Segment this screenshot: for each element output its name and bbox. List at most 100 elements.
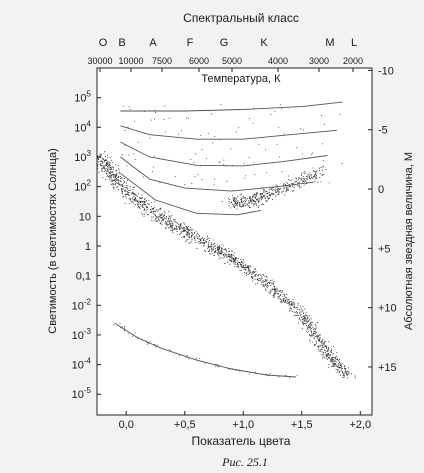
star-point <box>287 299 289 301</box>
star-point <box>104 151 106 153</box>
magnitude-ticks: -10 -5 0 +5 +10 +15 <box>368 65 397 374</box>
star-point <box>139 203 141 205</box>
star-point <box>253 268 255 270</box>
luminosity-tick-exponent: -5 <box>84 386 92 395</box>
star-point <box>317 337 319 339</box>
star-point <box>282 184 284 186</box>
temperature-tick-label: 5000 <box>222 56 242 66</box>
star-point <box>255 271 257 273</box>
star-point <box>314 180 316 183</box>
star-point <box>155 112 157 113</box>
star-point <box>273 189 275 191</box>
star-point <box>151 208 153 210</box>
star-point <box>216 364 218 365</box>
luminosity-tick-exponent: 2 <box>87 179 92 188</box>
star-point <box>170 220 172 222</box>
star-point <box>145 209 147 212</box>
star-point <box>298 176 300 179</box>
star-point <box>219 248 221 250</box>
star-point <box>164 212 166 214</box>
star-point <box>325 355 328 357</box>
star-point <box>291 310 293 313</box>
star-point <box>100 168 102 170</box>
star-point <box>199 358 201 360</box>
star-point <box>170 224 172 226</box>
star-point <box>157 344 159 346</box>
star-point <box>319 344 321 346</box>
star-point <box>307 320 309 322</box>
star-point <box>243 268 245 270</box>
star-point <box>302 322 304 324</box>
star-point <box>158 220 160 222</box>
star-point <box>271 188 273 190</box>
star-point <box>289 307 291 309</box>
star-point <box>121 185 124 188</box>
star-point <box>309 172 311 174</box>
star-point <box>188 358 190 360</box>
star-point <box>211 253 213 255</box>
star-point <box>122 189 124 191</box>
star-point <box>231 257 233 259</box>
luminosity-tick-label: 105 <box>74 90 91 105</box>
star-point <box>320 345 322 347</box>
star-point <box>258 205 260 207</box>
star-point <box>274 292 276 294</box>
star-point <box>271 283 273 285</box>
star-point <box>295 311 297 314</box>
star-point <box>102 177 104 179</box>
star-point <box>285 181 287 183</box>
star-point <box>252 197 254 199</box>
star-point <box>273 286 275 288</box>
star-point <box>118 164 120 166</box>
star-point <box>134 158 136 160</box>
star-point <box>219 244 221 247</box>
star-point <box>231 255 233 257</box>
magnitude-tick-label: +5 <box>378 243 391 255</box>
star-point <box>318 348 320 350</box>
star-point <box>252 199 254 201</box>
star-point <box>330 361 332 363</box>
star-point <box>233 206 235 208</box>
star-point <box>278 376 280 378</box>
star-point <box>318 169 321 172</box>
star-point <box>190 159 192 160</box>
star-point <box>110 176 112 178</box>
star-point <box>176 230 178 233</box>
star-point <box>199 238 201 240</box>
star-point <box>105 167 107 170</box>
star-point <box>111 166 113 168</box>
star-point <box>239 264 241 266</box>
star-point <box>157 216 159 218</box>
star-point <box>334 364 336 366</box>
star-point <box>168 217 170 219</box>
star-point <box>107 176 110 178</box>
star-point <box>301 316 303 318</box>
star-point <box>174 228 176 230</box>
star-point <box>347 371 349 373</box>
star-point <box>279 156 280 158</box>
star-point <box>321 346 323 348</box>
star-point <box>258 278 260 280</box>
star-point <box>261 283 263 285</box>
star-point <box>243 199 245 201</box>
star-point <box>160 214 162 217</box>
star-point <box>335 356 337 358</box>
star-point <box>286 299 288 301</box>
star-point <box>186 355 188 357</box>
star-point <box>347 371 350 373</box>
star-point <box>171 222 173 224</box>
star-point <box>265 275 267 278</box>
star-point <box>102 160 104 162</box>
star-point <box>126 186 128 188</box>
star-point <box>180 224 182 226</box>
star-point <box>156 210 158 212</box>
star-point <box>290 308 292 310</box>
star-point <box>238 266 240 268</box>
star-point <box>169 226 171 228</box>
star-point <box>124 326 125 328</box>
star-point <box>321 169 323 171</box>
star-point <box>327 348 329 351</box>
star-point <box>308 314 310 317</box>
star-point <box>184 183 186 185</box>
star-point <box>303 323 305 326</box>
